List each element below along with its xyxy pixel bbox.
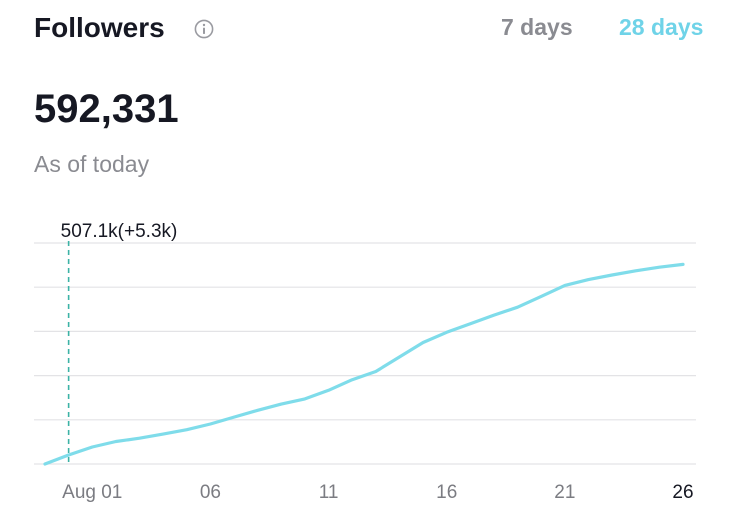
follower-total: 592,331 bbox=[34, 87, 179, 131]
page-title: Followers bbox=[34, 12, 165, 43]
x-tick-label: Aug 01 bbox=[62, 482, 122, 503]
followers-line-chart: 507.1k(+5.3k) Aug 01 06 11 16 21 26 bbox=[34, 221, 696, 503]
x-tick-label: 21 bbox=[554, 482, 575, 503]
x-tick-label: 06 bbox=[200, 482, 221, 503]
tooltip-label: 507.1k(+5.3k) bbox=[61, 221, 178, 242]
as-of-caption: As of today bbox=[34, 151, 150, 177]
range-28-days-button[interactable]: 28 days bbox=[619, 14, 704, 40]
x-tick-label: 11 bbox=[319, 482, 339, 503]
x-tick-label: 26 bbox=[672, 482, 693, 503]
series-line bbox=[43, 262, 685, 466]
range-7-days-button[interactable]: 7 days bbox=[501, 14, 573, 40]
x-tick-label: 16 bbox=[436, 482, 457, 503]
info-circle-icon[interactable] bbox=[194, 19, 214, 39]
